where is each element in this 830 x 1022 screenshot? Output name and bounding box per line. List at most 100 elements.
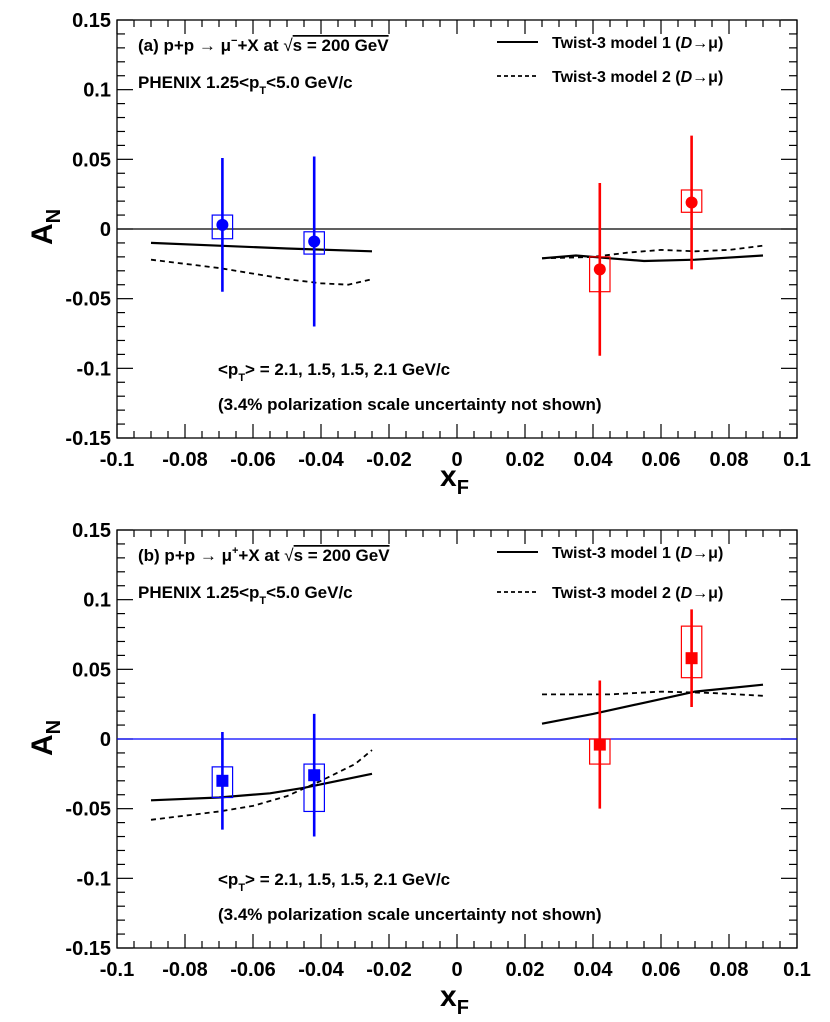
y-tick-label: -0.1 (77, 868, 111, 890)
model-2-curve (541, 244, 764, 260)
x-tick-label: -0.08 (162, 449, 208, 471)
experiment-main: PHENIX 1.25<p (138, 583, 259, 602)
data-points (211, 609, 703, 837)
model-2-curve (542, 690, 764, 697)
x-axis-ticks: -0.1 -0.08 -0.06 -0.04 -0.02 0 0.02 0.04 0.06 0.0… (100, 20, 811, 471)
x-tick-label: 0.06 (642, 449, 681, 471)
x-tick-label: 0.1 (783, 959, 811, 981)
systematic-box (303, 763, 325, 813)
title-prefix: (b) p+p → μ (138, 546, 232, 565)
y-tick-label: 0.15 (72, 10, 111, 32)
x-tick-label: -0.02 (366, 959, 412, 981)
data-point (216, 774, 229, 787)
plot-area (117, 609, 797, 837)
x-tick-label: 0.06 (642, 959, 681, 981)
y-tick-label: -0.15 (65, 428, 111, 450)
x-axis-label: xF (440, 980, 469, 1019)
data-point (308, 235, 321, 248)
x-tick-label: -0.06 (230, 449, 276, 471)
x-tick-label: -0.04 (298, 449, 344, 471)
x-axis-ticks: -0.1 -0.08 -0.06 -0.04 -0.02 0 0.02 0.04 0.06 0.0… (100, 530, 811, 981)
y-axis-ticks: -0.15 -0.1 -0.05 0 0.05 0.1 0.15 (65, 520, 797, 960)
x-tick-label: 0.08 (710, 959, 749, 981)
title-sqrt: √ (284, 546, 294, 565)
y-tick-label: -0.05 (65, 289, 111, 311)
systematic-box (680, 189, 703, 213)
y-tick-label: 0.05 (72, 149, 111, 171)
x-tick-label: -0.04 (298, 959, 344, 981)
data-point (685, 196, 698, 209)
polarization-note: (3.4% polarization scale uncertainty not… (218, 395, 602, 414)
y-tick-label: 0.15 (72, 520, 111, 542)
systematic-box (211, 766, 234, 799)
legend-item-model-1: Twist-3 model 1 (D→μ) (552, 35, 723, 52)
title-suffix: +X at (237, 36, 283, 55)
model-curves (150, 683, 764, 821)
data-point (685, 652, 698, 665)
x-tick-label: -0.06 (230, 959, 276, 981)
data-points (211, 135, 703, 356)
model-2-curve (150, 258, 373, 286)
x-tick-label: 0.02 (506, 449, 545, 471)
pt-annotation: <pT> = 2.1, 1.5, 1.5, 2.1 GeV/c (218, 360, 450, 384)
x-tick-label: -0.02 (366, 449, 412, 471)
experiment-main: PHENIX 1.25<p (138, 73, 259, 92)
title-sqrt: √ (283, 36, 293, 55)
y-tick-label: 0 (100, 219, 111, 241)
model-1-curve (541, 254, 764, 263)
model-1-curve (150, 772, 373, 802)
panel-title: (b) p+p → μ++X at √s = 200 GeV (138, 545, 390, 565)
x-tick-label: 0 (451, 959, 462, 981)
model-2-curve (150, 749, 373, 821)
polarization-note: (3.4% polarization scale uncertainty not… (218, 905, 602, 924)
legend: Twist-3 model 1 (D→μ) Twist-3 model 2 (D… (497, 35, 723, 86)
title-energy: s = 200 GeV (293, 36, 390, 55)
x-tick-label: 0.08 (710, 449, 749, 471)
model-curves (150, 241, 764, 286)
legend: Twist-3 model 1 (D→μ) Twist-3 model 2 (D… (497, 545, 723, 602)
x-tick-label: -0.08 (162, 959, 208, 981)
panel-title: (a) p+p → μ−+X at √s = 200 GeV (138, 35, 389, 55)
legend-item-model-2: Twist-3 model 2 (D→μ) (552, 585, 723, 602)
y-axis-label: AN (26, 209, 65, 245)
systematic-box (211, 214, 234, 240)
panel-a: -0.1 -0.08 -0.06 -0.04 -0.02 0 0.02 0.04 0.06 0.0… (26, 10, 811, 499)
title-charge: − (231, 35, 237, 47)
experiment-label: PHENIX 1.25<pT<5.0 GeV/c (138, 583, 353, 607)
model-1-curve (541, 683, 764, 725)
legend-item-model-1: Twist-3 model 1 (D→μ) (552, 545, 723, 562)
systematic-box (588, 256, 611, 293)
y-tick-label: -0.15 (65, 938, 111, 960)
x-axis-label: xF (440, 460, 469, 499)
panel-b: -0.1 -0.08 -0.06 -0.04 -0.02 0 0.02 0.04 0.06 0.0… (26, 520, 811, 1019)
y-tick-label: 0.1 (83, 80, 111, 102)
systematic-box (680, 625, 703, 679)
title-prefix: (a) p+p → μ (138, 36, 231, 55)
y-tick-label: 0 (100, 729, 111, 751)
legend-item-model-2: Twist-3 model 2 (D→μ) (552, 69, 723, 86)
pt-annotation: <pT> = 2.1, 1.5, 1.5, 2.1 GeV/c (218, 870, 450, 894)
experiment-tail: <5.0 GeV/c (266, 73, 352, 92)
x-tick-label: 0.1 (783, 449, 811, 471)
data-point (593, 738, 606, 751)
title-charge: + (232, 545, 238, 557)
experiment-label: PHENIX 1.25<pT<5.0 GeV/c (138, 73, 353, 97)
title-suffix: +X at (238, 546, 284, 565)
experiment-sub: T (259, 85, 266, 97)
data-point (308, 769, 321, 782)
data-point (216, 218, 229, 231)
experiment-tail: <5.0 GeV/c (266, 583, 352, 602)
y-axis-ticks: -0.15 -0.1 -0.05 0 0.05 0.1 0.15 (65, 10, 797, 450)
y-tick-label: 0.1 (83, 590, 111, 612)
x-tick-label: 0.04 (574, 959, 614, 981)
y-tick-label: -0.1 (77, 358, 111, 380)
plot-area (117, 135, 797, 356)
x-tick-label: -0.1 (100, 959, 134, 981)
model-1-curve (150, 241, 373, 253)
data-point (593, 263, 606, 276)
y-tick-label: -0.05 (65, 799, 111, 821)
y-tick-label: 0.05 (72, 659, 111, 681)
x-tick-label: 0 (451, 449, 462, 471)
experiment-sub: T (259, 595, 266, 607)
